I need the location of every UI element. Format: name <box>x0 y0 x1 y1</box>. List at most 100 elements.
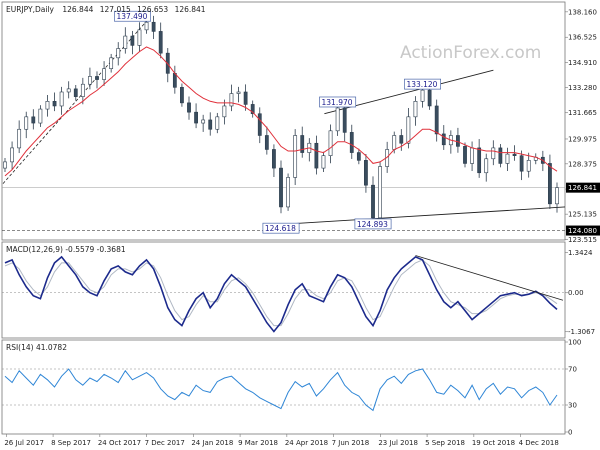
pivot-label-box <box>319 96 357 108</box>
price-panel <box>1 1 566 241</box>
watermark: ActionForex.com <box>400 43 541 63</box>
candle-body <box>59 91 64 107</box>
time-axis: 26 Jul 2017 8 Sep 2017 24 Oct 2017 7 Dec 20… <box>4 434 559 447</box>
candle-body <box>151 21 156 32</box>
candle-body <box>300 135 305 153</box>
candle-body <box>470 147 474 164</box>
price-panel-title: EURJPY,Daily 126.844 127.015 126.653 126… <box>6 5 206 14</box>
candle-body <box>123 35 128 49</box>
current-price-tag <box>566 182 600 193</box>
candle-body <box>519 155 524 172</box>
pivot-label-box <box>404 78 441 90</box>
macd-tick-label: 1.3424 <box>568 249 593 257</box>
candle-body <box>272 149 276 169</box>
candle-body <box>406 116 411 144</box>
uptrend-line <box>2 18 149 184</box>
price-tick-label: 129.975 <box>568 135 597 143</box>
candle-body <box>526 160 531 172</box>
time-tick-label: 26 Jul 2017 <box>4 439 44 447</box>
candle-body <box>222 105 227 118</box>
candle-body <box>10 147 14 163</box>
moving-average-line <box>4 46 558 177</box>
pivot-label-box <box>114 10 151 22</box>
candle-body <box>264 135 269 150</box>
candle-body <box>378 166 382 219</box>
high-value: 127.015 <box>100 5 131 14</box>
time-tick-label: 8 Sep 2017 <box>51 439 91 447</box>
pivot-label: 133.120 <box>406 80 437 89</box>
candle-body <box>413 101 418 118</box>
candle-body <box>45 101 50 110</box>
candle-body <box>441 133 446 146</box>
time-tick-label: 5 Sep 2018 <box>425 439 465 447</box>
candle-body <box>88 76 92 85</box>
price-plot <box>2 15 565 231</box>
macd-tick-label: -1.3067 <box>568 328 595 336</box>
price-tick-label: 138.160 <box>568 8 597 16</box>
candle-body <box>109 57 114 69</box>
pivot-label-box <box>262 222 300 234</box>
support-level-label: 124.080 <box>568 227 597 235</box>
candle-body <box>505 153 510 164</box>
pivot-label: 124.618 <box>265 224 296 233</box>
macd-trendline <box>415 255 564 301</box>
candle-body <box>349 132 354 153</box>
open-value: 126.844 <box>62 5 93 14</box>
candle-body <box>243 91 248 105</box>
candle-body <box>102 68 106 80</box>
candle-body <box>484 158 489 174</box>
time-tick-label: 4 Dec 2018 <box>519 439 559 447</box>
triangle-lower-line <box>273 206 565 226</box>
candle-body <box>31 116 36 124</box>
rsi-axis: 100 70 30 0 <box>565 339 581 437</box>
candle-body <box>463 146 467 164</box>
price-tick-label: 133.280 <box>568 84 597 92</box>
candle-body <box>498 147 503 164</box>
candle-body <box>364 160 368 186</box>
candle-body <box>172 73 177 88</box>
candle-body <box>314 142 319 169</box>
candle-body <box>548 163 552 205</box>
rsi-tick-label: 30 <box>568 402 577 410</box>
candle-body <box>187 102 191 113</box>
macd-plot <box>2 255 565 333</box>
candle-body <box>116 48 121 59</box>
candle-body <box>38 108 43 124</box>
candle-body <box>456 135 460 147</box>
candle-body <box>392 135 397 150</box>
candle-body <box>286 177 290 208</box>
candle-body <box>144 21 149 31</box>
candle-body <box>399 135 404 144</box>
time-tick-label: 19 Oct 2018 <box>472 439 515 447</box>
candle-body <box>371 184 375 219</box>
candle-body <box>73 88 78 97</box>
candle-body <box>512 153 517 156</box>
candle-body <box>158 31 163 54</box>
support-level-tag <box>566 225 600 236</box>
pivot-label: 137.490 <box>116 12 147 21</box>
candle-body <box>215 116 220 130</box>
price-tick-label: 125.135 <box>568 211 597 219</box>
time-tick-label: 23 Jul 2018 <box>378 439 418 447</box>
candle-body <box>66 88 71 93</box>
candle-body <box>356 152 361 161</box>
rsi-tick-label: 70 <box>568 366 577 374</box>
candle-body <box>130 35 135 46</box>
close-value: 126.841 <box>175 5 206 14</box>
candle-body <box>328 130 333 156</box>
candle-body <box>427 89 432 107</box>
candle-body <box>201 119 206 124</box>
candle-body <box>293 135 298 178</box>
candle-body <box>194 111 198 124</box>
candle-body <box>257 113 262 136</box>
rsi-title: RSI(14) 41.0782 <box>6 343 67 352</box>
symbol-label: EURJPY,Daily <box>6 5 55 14</box>
current-price-label: 126.841 <box>568 184 597 192</box>
price-tick-label: 136.525 <box>568 34 597 42</box>
candle-body <box>95 76 99 80</box>
candle-body <box>342 107 347 133</box>
price-tick-label: 134.910 <box>568 59 597 67</box>
candle-body <box>335 107 340 132</box>
pivot-label-box <box>354 218 392 230</box>
